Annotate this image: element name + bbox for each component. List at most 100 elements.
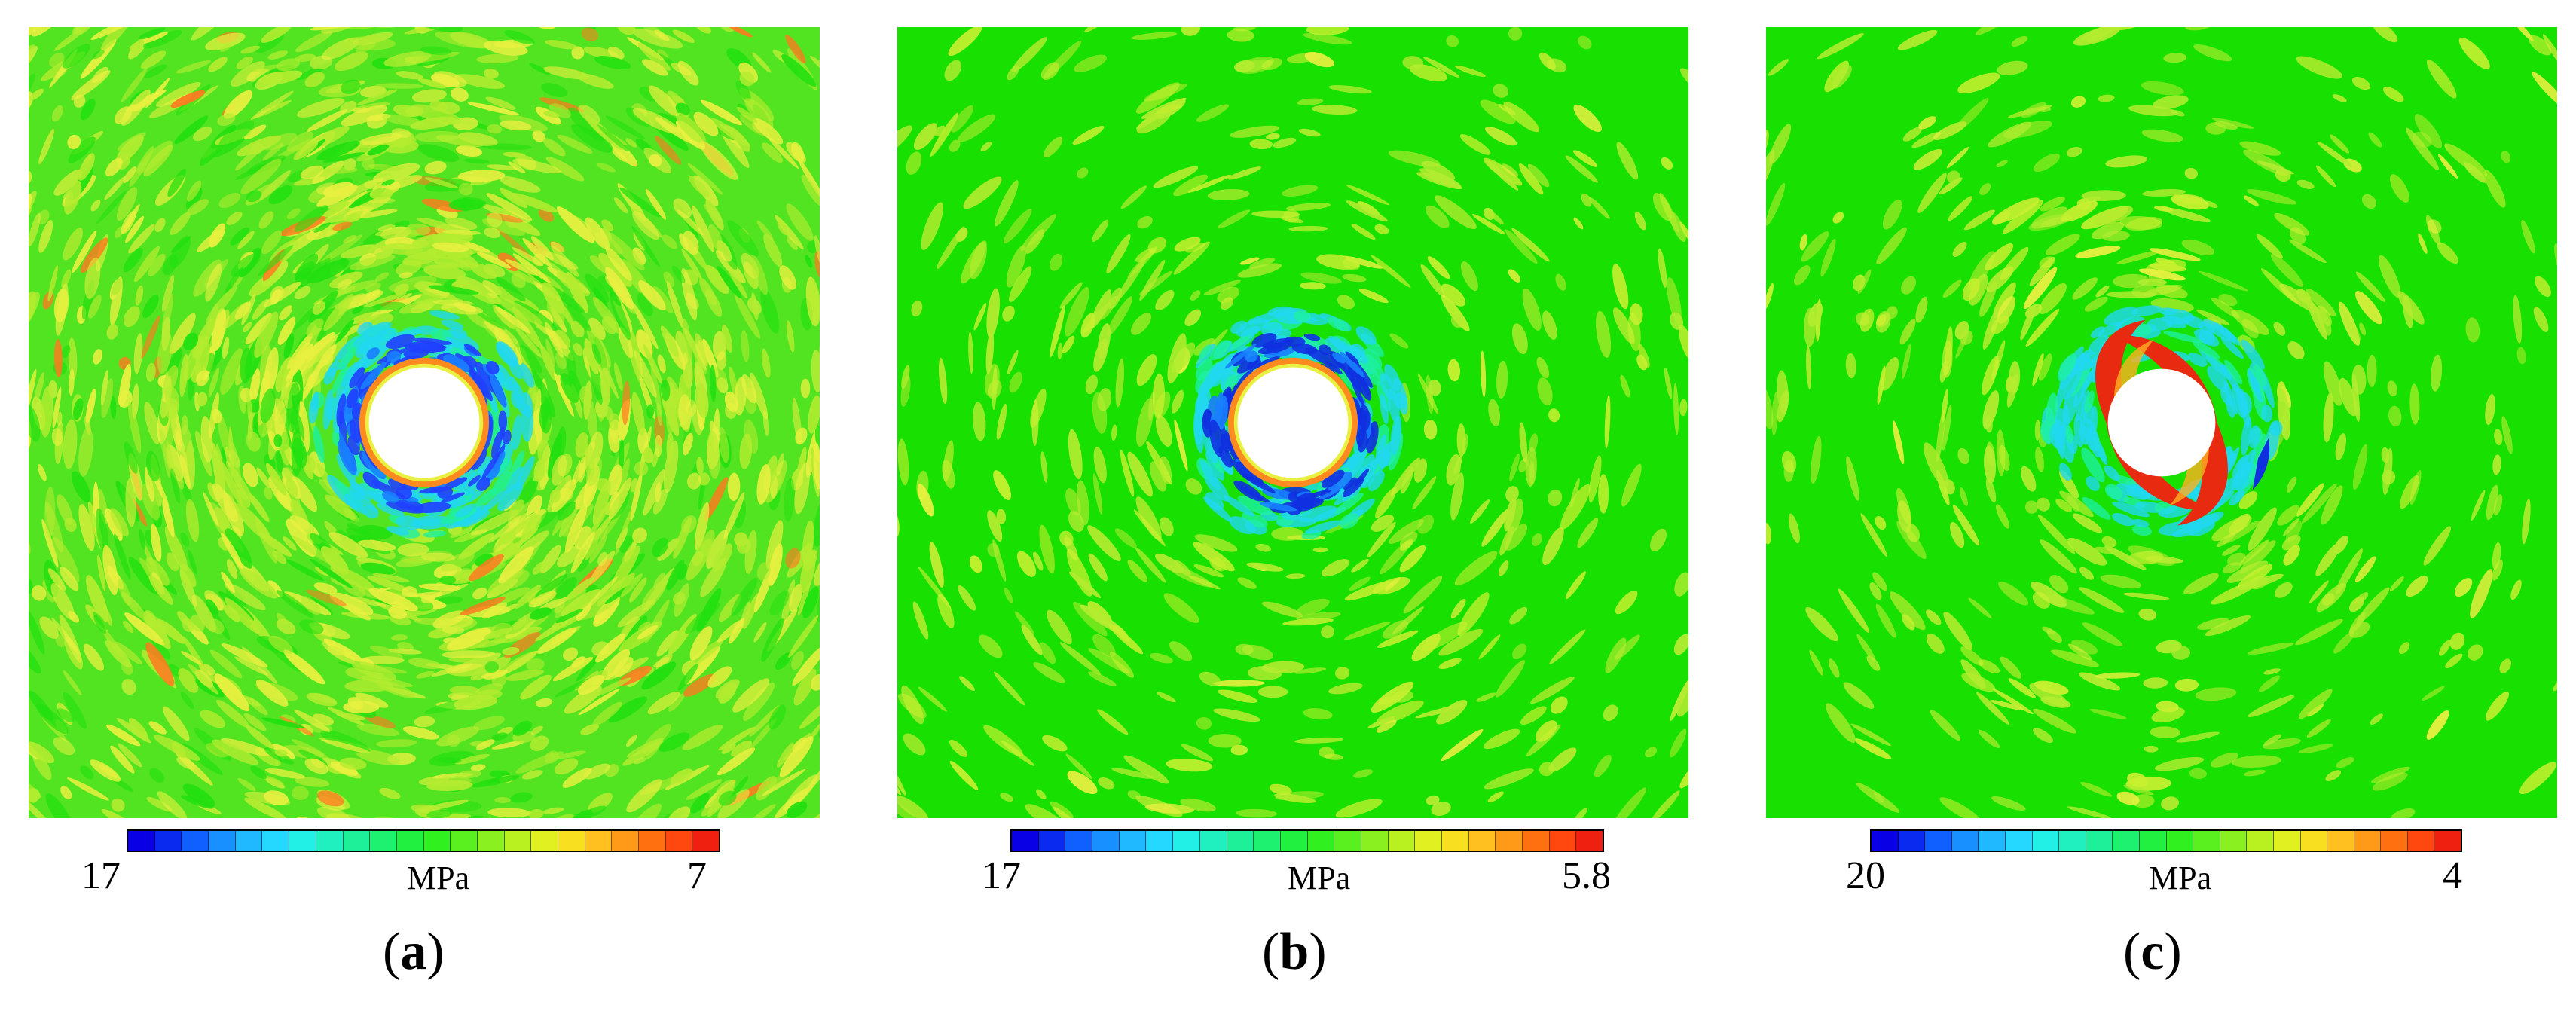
colorbar-min-label-c: 20	[1846, 854, 1885, 897]
colorbar-segment	[2059, 831, 2086, 851]
colorbar-segment	[2139, 831, 2167, 851]
colorbar-segment	[2327, 831, 2354, 851]
stress-contour-map-c	[1766, 27, 2557, 818]
colorbar-segment	[2354, 831, 2382, 851]
colorbar-segment	[235, 831, 263, 851]
colorbar-segment	[1951, 831, 1979, 851]
yellow-hole-rim	[1233, 363, 1352, 482]
caption-letter: a	[400, 923, 427, 981]
colorbar-segment	[639, 831, 666, 851]
colorbar-segment	[2434, 831, 2461, 851]
colorbar-segment	[504, 831, 532, 851]
colorbar-segment	[1254, 831, 1281, 851]
colorbar-segment	[262, 831, 290, 851]
colorbar-b	[1010, 829, 1604, 852]
caption-close-paren: )	[426, 923, 445, 981]
orange-hole-rim	[1227, 357, 1358, 488]
orange-hole-rim	[359, 357, 490, 488]
panel-caption-c: (c)	[2123, 921, 2182, 984]
caption-open-paren: (	[2123, 923, 2141, 981]
colorbar-segment	[396, 831, 424, 851]
stress-contour-map-b	[897, 27, 1688, 818]
colorbar-segment	[1388, 831, 1416, 851]
stress-contour-map-a	[29, 27, 820, 818]
colorbar-segment	[558, 831, 585, 851]
colorbar-min-label-a: 17	[81, 854, 121, 897]
colorbar-segment	[2032, 831, 2060, 851]
colorbar-segment	[289, 831, 316, 851]
colorbar-segment	[1334, 831, 1361, 851]
stress-streaks	[897, 27, 1688, 818]
colorbar-segment	[1872, 831, 1899, 851]
caption-letter: c	[2141, 923, 2165, 981]
colorbar-segment	[1307, 831, 1335, 851]
colorbar-segment	[2407, 831, 2435, 851]
borehole	[2107, 368, 2216, 477]
colorbar-segment	[2300, 831, 2328, 851]
red-spiral-lobe	[2114, 335, 2228, 526]
colorbar-segment	[1092, 831, 1120, 851]
colorbar-segment	[1442, 831, 1469, 851]
colorbar-segment	[531, 831, 558, 851]
colorbar-unit-b: MPa	[1288, 860, 1351, 896]
colorbar-segment	[585, 831, 613, 851]
colorbar-segment	[2220, 831, 2248, 851]
blue-stress-ring	[1202, 333, 1379, 515]
colorbar-segment	[1898, 831, 1926, 851]
colorbar-segment	[1280, 831, 1308, 851]
colorbar-segment	[1925, 831, 1952, 851]
colorbar-segment	[2113, 831, 2140, 851]
colorbar-max-label-b: 5.8	[1562, 854, 1611, 897]
colorbar-min-label-b: 17	[982, 854, 1021, 897]
colorbar-segment	[1468, 831, 1496, 851]
caption-close-paren: )	[2164, 923, 2182, 981]
colorbar-segment	[665, 831, 693, 851]
colorbar-max-label-c: 4	[2443, 854, 2462, 897]
blue-stress-ring	[336, 334, 512, 514]
colorbar-segment	[2273, 831, 2301, 851]
colorbar-segment	[1038, 831, 1066, 851]
caption-open-paren: (	[383, 923, 401, 981]
colorbar-segment	[2193, 831, 2220, 851]
panel-b: 17 MPa 5.8 (b)	[893, 0, 1691, 1014]
colorbar-segment	[1979, 831, 2006, 851]
stress-streaks	[1766, 27, 2557, 818]
colorbar-segment	[154, 831, 182, 851]
colorbar-segment	[2005, 831, 2033, 851]
caption-close-paren: )	[1309, 923, 1327, 981]
colorbar-segment	[1415, 831, 1442, 851]
colorbar-segment	[1549, 831, 1577, 851]
colorbar-segment	[1119, 831, 1147, 851]
colorbar-segment	[1065, 831, 1093, 851]
colorbar-segment	[477, 831, 505, 851]
colorbar-segment	[1576, 831, 1603, 851]
borehole	[368, 367, 480, 478]
colorbar-segment	[370, 831, 397, 851]
colorbar-a	[127, 829, 720, 852]
panel-caption-b: (b)	[1262, 921, 1327, 984]
colorbar-max-label-a: 7	[687, 854, 707, 897]
colorbar-segment	[1199, 831, 1227, 851]
caption-letter: b	[1279, 923, 1309, 981]
yellow-hole-rim	[365, 363, 484, 482]
colorbar-segment	[692, 831, 719, 851]
colorbar-segment	[2166, 831, 2194, 851]
panel-a: 17 MPa 7 (a)	[23, 0, 821, 1014]
colorbar-segment	[2247, 831, 2274, 851]
blue-stress-patch	[2252, 438, 2270, 490]
colorbar-segment	[316, 831, 344, 851]
colorbar-unit-a: MPa	[407, 860, 470, 896]
colorbar-c	[1870, 829, 2462, 852]
colorbar-segment	[612, 831, 640, 851]
colorbar-segment	[1523, 831, 1550, 851]
colorbar-segment	[1227, 831, 1254, 851]
red-spiral-lobe	[2095, 319, 2209, 510]
colorbar-segment	[423, 831, 451, 851]
colorbar-segment	[128, 831, 155, 851]
borehole	[1237, 367, 1349, 478]
colorbar-segment	[1361, 831, 1389, 851]
panel-caption-a: (a)	[383, 921, 445, 984]
colorbar-segment	[451, 831, 478, 851]
stress-streaks	[29, 27, 820, 818]
colorbar-segment	[2086, 831, 2113, 851]
